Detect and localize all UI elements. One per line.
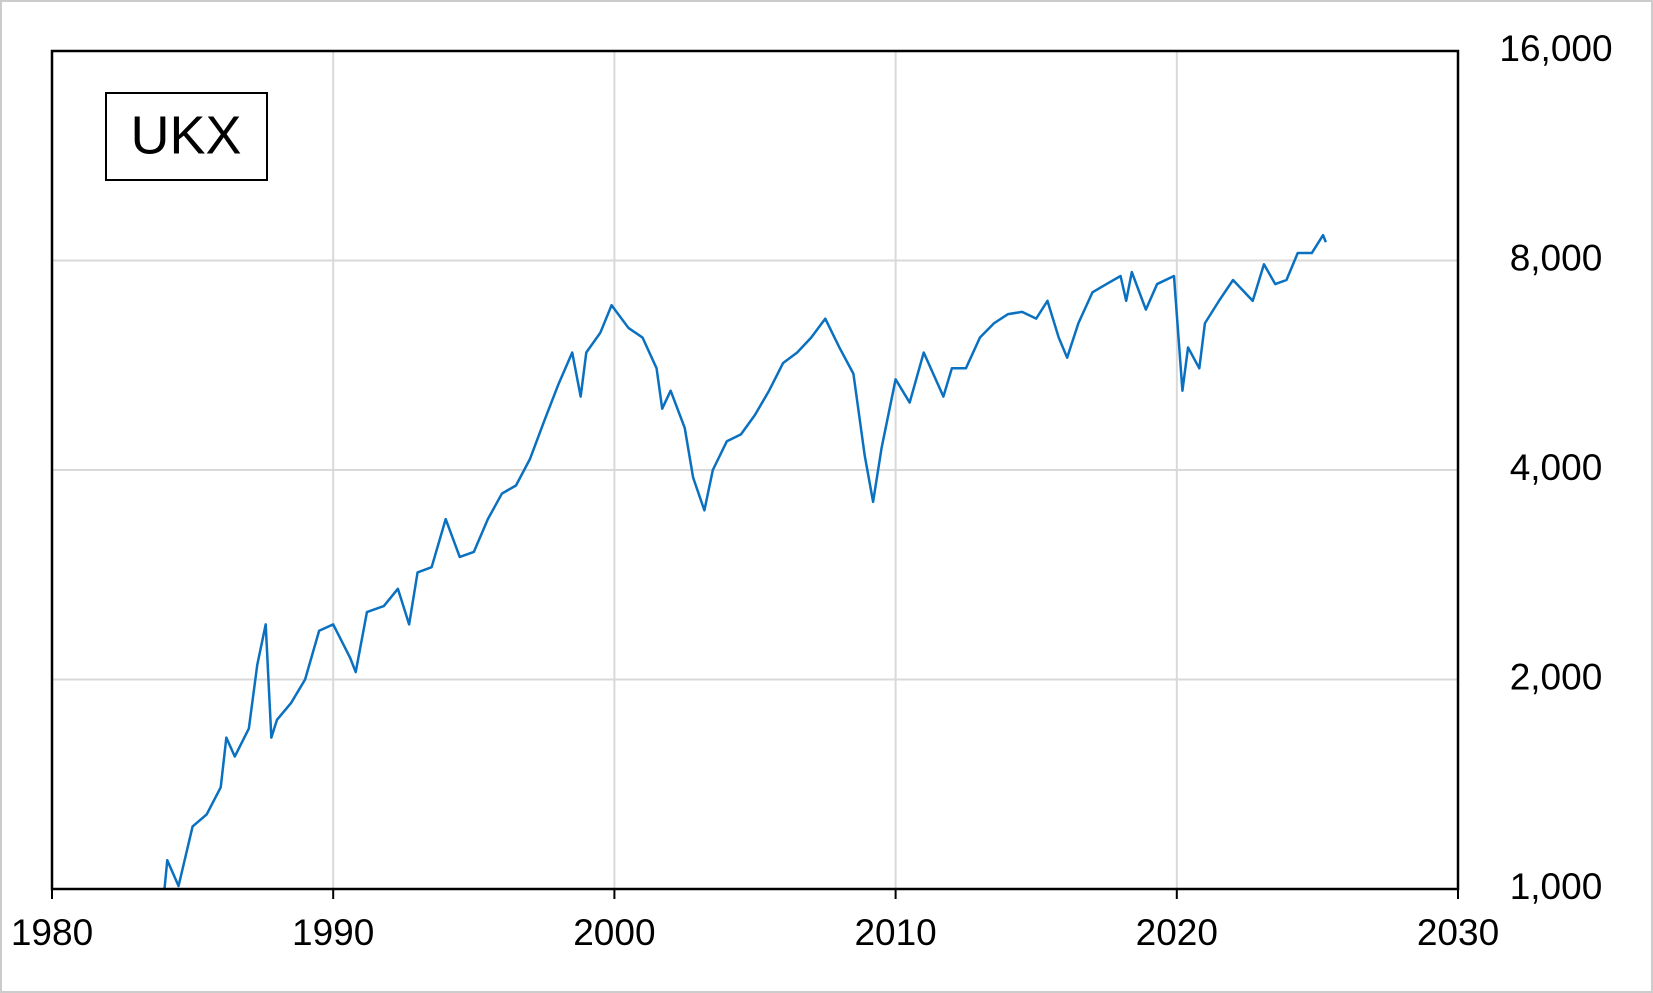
y-tick-label: 16,000 [1499,28,1612,69]
y-tick-label: 8,000 [1510,237,1603,278]
labels: 1980 1990 2000 2010 2020 2030 1,000 2,000 4,000 8… [11,28,1613,953]
x-tick-label: 1980 [11,912,93,953]
x-tick-label: 2000 [573,912,655,953]
x-tick-label: 2020 [1136,912,1218,953]
y-tick-label: 1,000 [1510,866,1603,907]
y-tick-label: 2,000 [1510,656,1603,697]
x-tick-label: 2010 [854,912,936,953]
y-tick-label: 4,000 [1510,447,1603,488]
legend: UKX [105,92,268,181]
plot-border [50,49,1460,891]
x-tick-label: 2030 [1417,912,1499,953]
plot [163,233,1328,890]
legend-label: UKX [130,105,241,165]
legend-box [105,92,268,181]
x-tick-label: 1990 [292,912,374,953]
line [163,233,1328,890]
